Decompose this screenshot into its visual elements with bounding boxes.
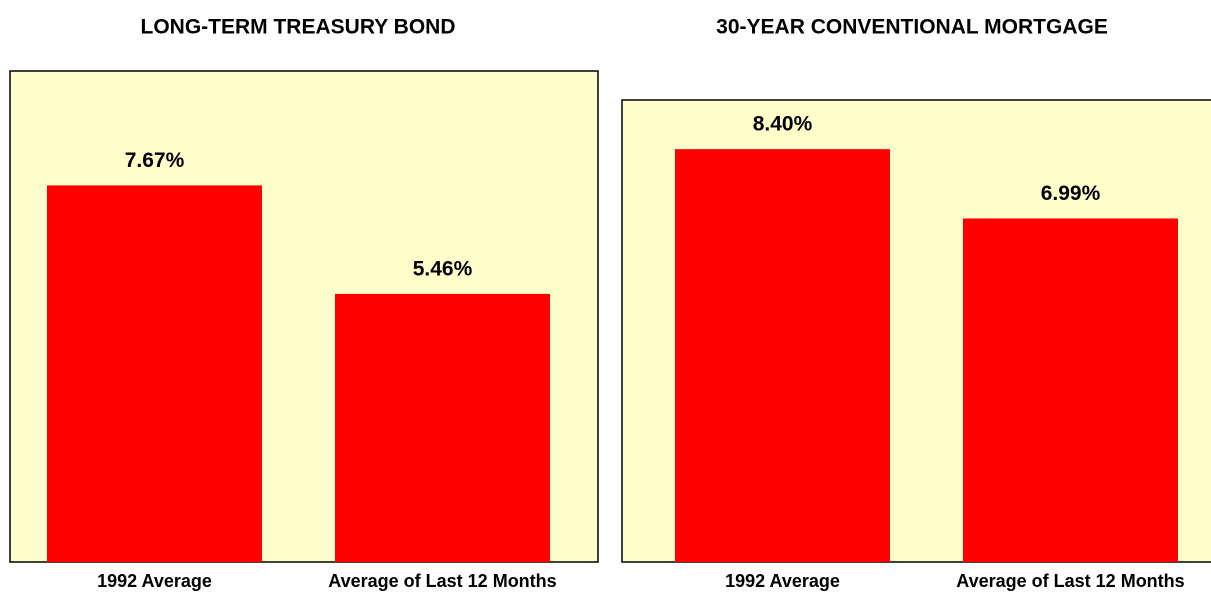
x-tick-label: 1992 Average — [725, 571, 840, 591]
value-label: 7.67% — [125, 149, 185, 172]
chart-title: LONG-TERM TREASURY BOND — [141, 16, 456, 39]
value-label: 5.46% — [413, 257, 473, 280]
chart-title: 30-YEAR CONVENTIONAL MORTGAGE — [716, 16, 1108, 39]
value-label: 6.99% — [1041, 182, 1101, 205]
value-label: 8.40% — [753, 113, 813, 136]
x-tick-label: Average of Last 12 Months — [328, 571, 556, 591]
bar — [963, 218, 1178, 563]
bar — [47, 185, 262, 562]
bar — [675, 149, 890, 563]
bar — [335, 293, 550, 562]
x-tick-label: 1992 Average — [97, 571, 212, 591]
x-tick-label: Average of Last 12 Months — [956, 571, 1184, 591]
